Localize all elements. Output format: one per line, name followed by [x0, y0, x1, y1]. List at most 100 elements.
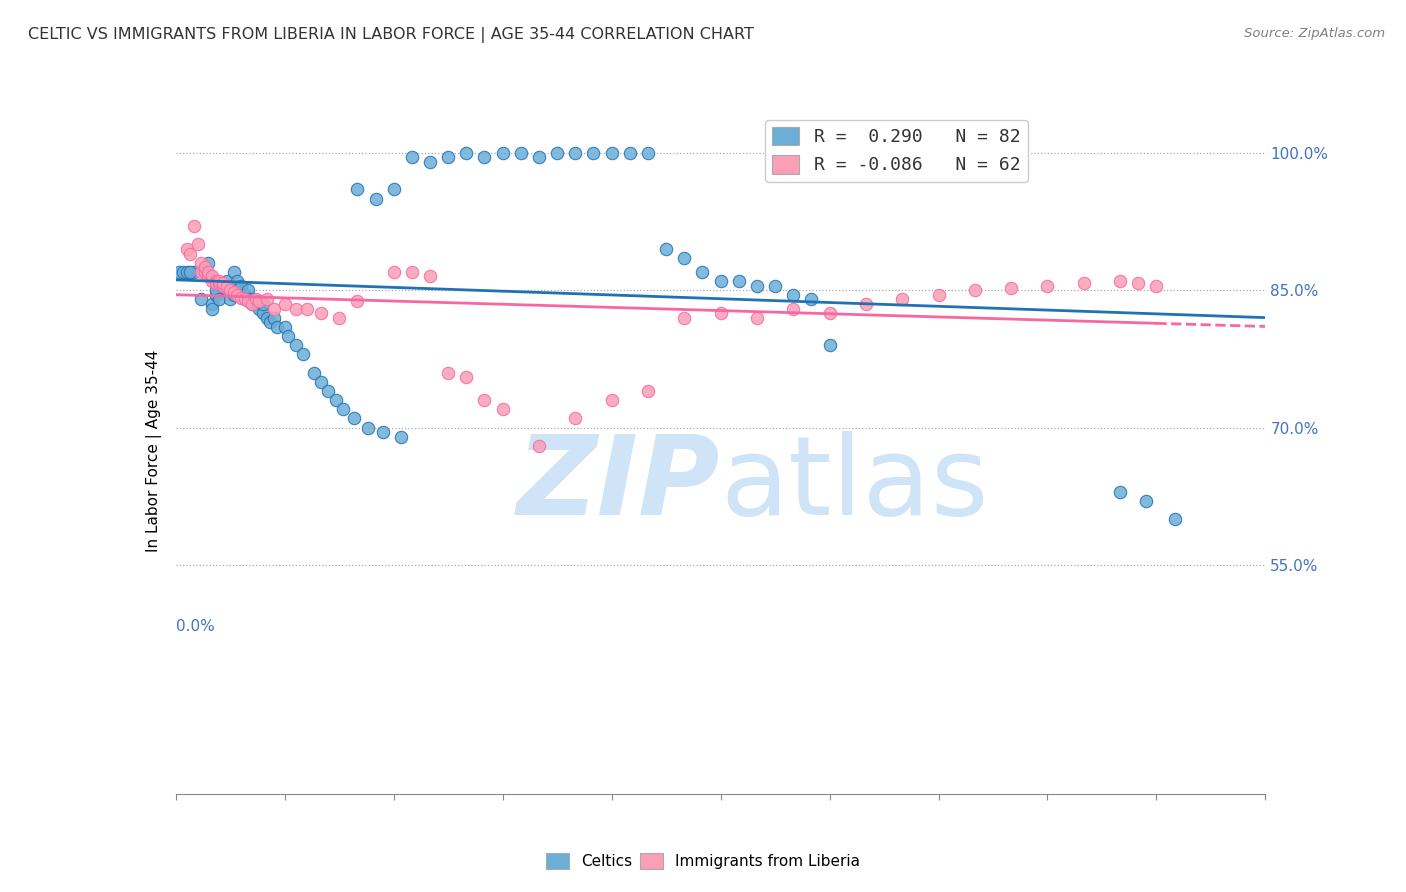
Point [247, 294, 270, 309]
Point [401, 265, 423, 279]
Point [169, 265, 191, 279]
Point [818, 338, 841, 352]
Point [245, 293, 267, 307]
Point [179, 246, 201, 260]
Text: Source: ZipAtlas.com: Source: ZipAtlas.com [1244, 27, 1385, 40]
Point [673, 251, 696, 265]
Point [527, 150, 550, 164]
Point [266, 319, 288, 334]
Point [238, 283, 260, 297]
Point [382, 265, 405, 279]
Point [256, 310, 278, 325]
Point [197, 265, 219, 279]
Point [673, 310, 696, 325]
Point [197, 256, 219, 270]
Point [284, 301, 307, 316]
Point [252, 306, 274, 320]
Point [1109, 484, 1132, 499]
Point [179, 265, 201, 279]
Point [382, 182, 405, 196]
Point [204, 283, 226, 297]
Point [1073, 276, 1095, 290]
Point [328, 310, 350, 325]
Point [492, 145, 515, 160]
Point [190, 265, 212, 279]
Point [183, 219, 205, 233]
Point [194, 260, 217, 275]
Point [274, 319, 297, 334]
Point [172, 265, 194, 279]
Point [226, 274, 249, 288]
Point [492, 402, 515, 417]
Point [655, 242, 678, 256]
Point [212, 278, 235, 293]
Point [419, 269, 441, 284]
Point [309, 306, 332, 320]
Point [233, 287, 256, 301]
Point [194, 265, 217, 279]
Point [284, 338, 307, 352]
Point [727, 274, 749, 288]
Point [745, 310, 768, 325]
Point [546, 145, 568, 160]
Point [231, 287, 253, 301]
Point [456, 370, 478, 384]
Point [1146, 278, 1168, 293]
Point [231, 278, 253, 293]
Point [318, 384, 340, 398]
Point [619, 145, 641, 160]
Point [637, 384, 659, 398]
Point [928, 287, 950, 301]
Point [222, 287, 245, 301]
Point [212, 276, 235, 290]
Point [183, 265, 205, 279]
Point [855, 297, 877, 311]
Point [745, 278, 768, 293]
Point [176, 242, 198, 256]
Point [201, 274, 224, 288]
Point [1000, 281, 1022, 295]
Point [763, 278, 786, 293]
Point [226, 283, 249, 297]
Point [240, 293, 263, 307]
Point [247, 301, 270, 316]
Point [325, 393, 347, 408]
Point [600, 393, 623, 408]
Point [564, 145, 586, 160]
Point [240, 297, 263, 311]
Point [215, 283, 238, 297]
Point [222, 285, 245, 299]
Point [437, 150, 460, 164]
Point [215, 274, 238, 288]
Point [208, 276, 231, 290]
Point [222, 265, 245, 279]
Legend: R =  0.290   N = 82, R = -0.086   N = 62: R = 0.290 N = 82, R = -0.086 N = 62 [765, 120, 1028, 182]
Point [212, 278, 235, 293]
Point [1109, 274, 1132, 288]
Text: ZIP: ZIP [517, 432, 721, 538]
Text: atlas: atlas [721, 432, 988, 538]
Point [295, 301, 318, 316]
Point [219, 283, 242, 297]
Point [240, 297, 263, 311]
Point [215, 278, 238, 293]
Point [208, 274, 231, 288]
Point [1036, 278, 1059, 293]
Point [474, 150, 496, 164]
Point [238, 293, 260, 307]
Point [437, 366, 460, 380]
Point [222, 283, 245, 297]
Point [186, 237, 209, 252]
Point [782, 301, 804, 316]
Point [233, 293, 256, 307]
Point [710, 306, 733, 320]
Point [343, 411, 366, 425]
Point [582, 145, 605, 160]
Point [252, 297, 274, 311]
Point [204, 276, 226, 290]
Point [263, 310, 285, 325]
Point [800, 293, 823, 307]
Point [371, 425, 394, 439]
Point [637, 145, 659, 160]
Point [456, 145, 478, 160]
